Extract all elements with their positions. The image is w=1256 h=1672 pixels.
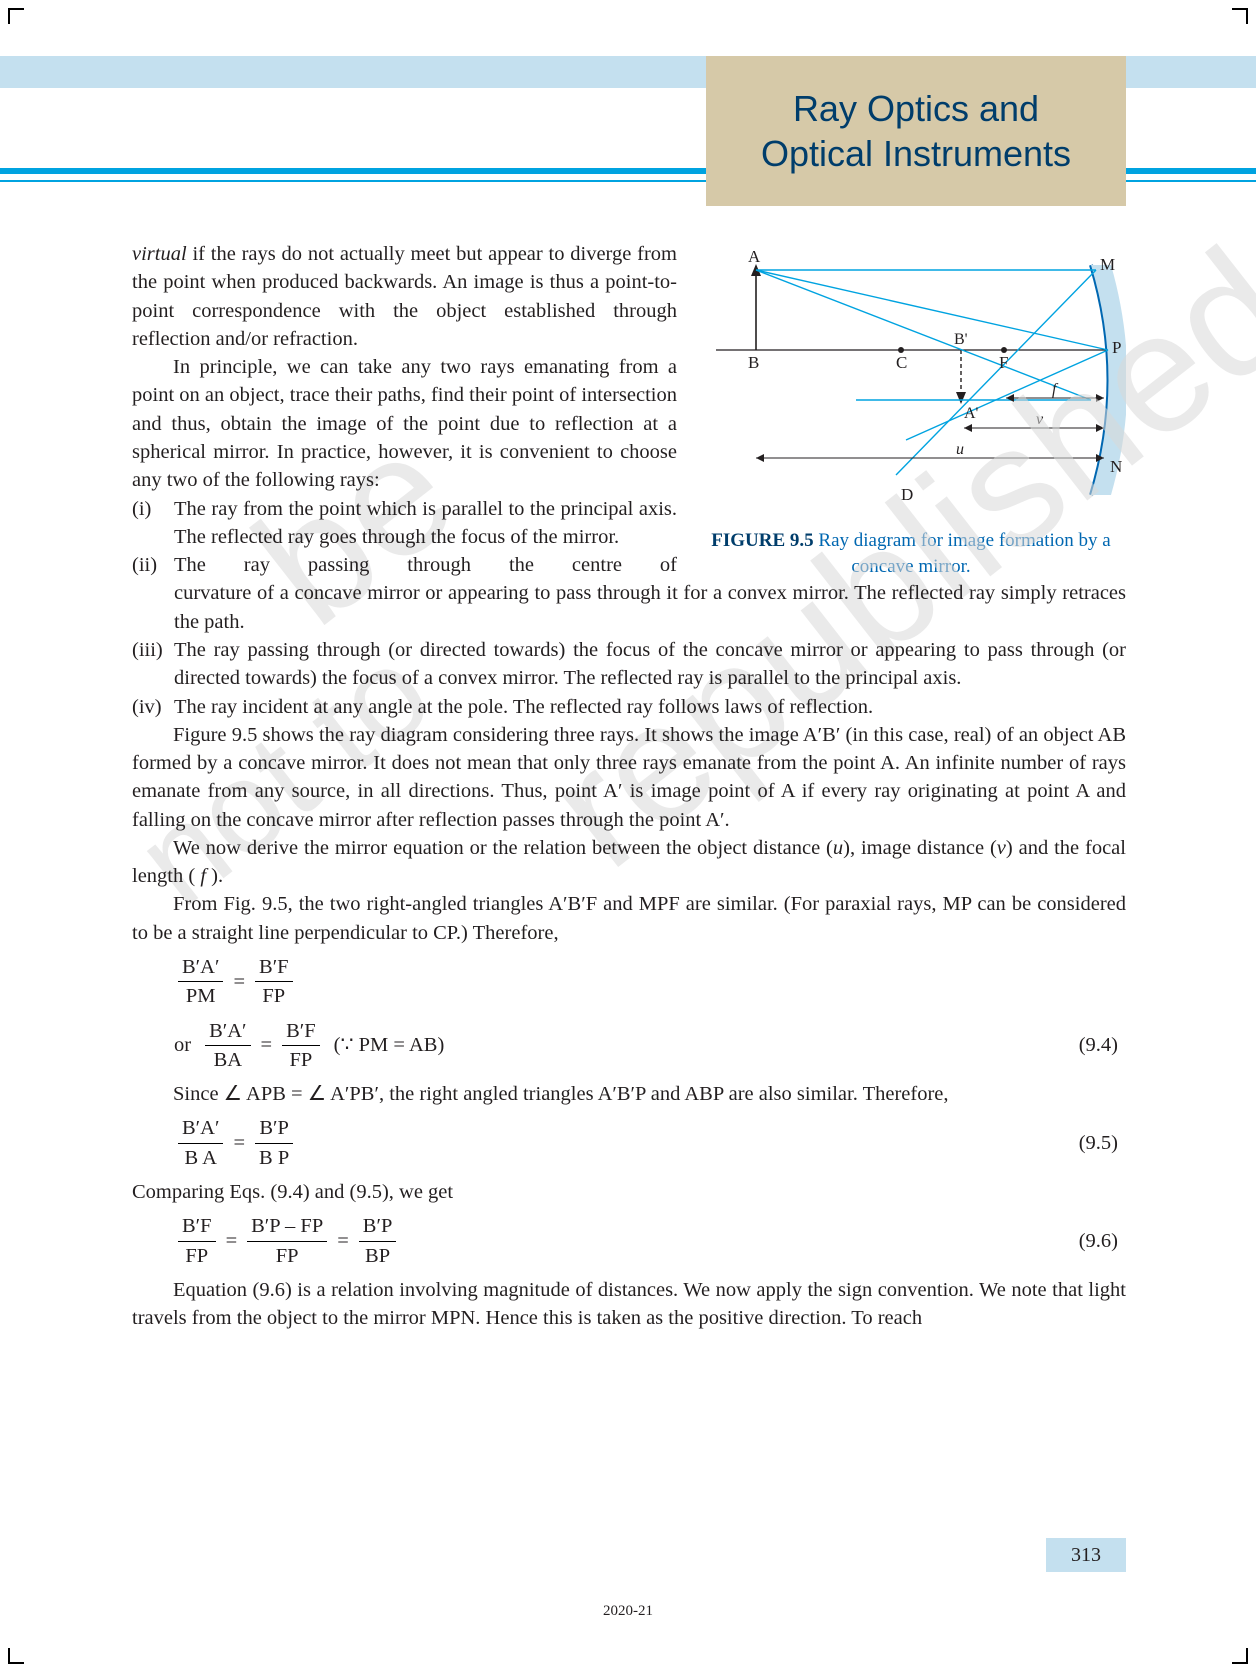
eq4-number: (9.6) <box>1079 1227 1126 1255</box>
footer-year: 2020-21 <box>0 1603 1256 1620</box>
chapter-title-line1: Ray Optics and <box>793 88 1039 129</box>
chapter-title: Ray Optics and Optical Instruments <box>761 86 1071 176</box>
eq1-equals: = <box>233 968 245 996</box>
chapter-title-line2: Optical Instruments <box>761 133 1071 174</box>
list-body-3: The ray passing through (or directed tow… <box>174 636 1126 693</box>
list-body-2a: The ray passing through the centre of <box>174 551 677 579</box>
list-body-1: The ray from the point which is parallel… <box>174 495 677 552</box>
eq4-eq2: = <box>337 1227 349 1255</box>
page-number: 313 <box>1046 1538 1126 1572</box>
eq1-rnum: B′F <box>255 953 293 982</box>
eq2-lnum: B′A′ <box>205 1017 250 1046</box>
para-4: We now derive the mirror equation or the… <box>132 834 1126 891</box>
eq4-a-num: B′F <box>178 1212 216 1241</box>
eq3-lnum: B′A′ <box>178 1114 223 1143</box>
para-3: Figure 9.5 shows the ray diagram conside… <box>132 721 1126 834</box>
para-8: Equation (9.6) is a relation involving m… <box>132 1276 1126 1333</box>
equation-2: or B′A′BA = B′FFP (∵ PM = AB) (9.4) <box>174 1017 1126 1075</box>
para-5: From Fig. 9.5, the two right-angled tria… <box>132 890 1126 947</box>
list-body-2b: curvature of a concave mirror or appeari… <box>174 579 1126 636</box>
eq4-a-den: FP <box>181 1242 212 1270</box>
eq3-equals: = <box>233 1129 245 1157</box>
list-body-4: The ray incident at any angle at the pol… <box>174 693 1126 721</box>
eq3-rnum: B′P <box>255 1114 293 1143</box>
eq1-lnum: B′A′ <box>178 953 223 982</box>
list-item-4: (iv) The ray incident at any angle at th… <box>132 693 1126 721</box>
eq3-lden: B A <box>180 1144 220 1172</box>
eq4-c-num: B′P <box>359 1212 397 1241</box>
list-marker-3: (iii) <box>132 636 174 693</box>
para-7: Comparing Eqs. (9.4) and (9.5), we get <box>132 1178 1126 1206</box>
crop-mark-tl <box>8 8 24 24</box>
equation-4: B′FFP = B′P – FPFP = B′PBP (9.6) <box>174 1212 1126 1270</box>
eq3-rden: B P <box>255 1144 293 1172</box>
eq4-c-den: BP <box>361 1242 394 1270</box>
list-item-2b: curvature of a concave mirror or appeari… <box>132 579 1126 636</box>
crop-mark-tr <box>1232 8 1248 24</box>
eq4-b-num: B′P – FP <box>247 1212 327 1241</box>
equation-1: B′A′PM = B′FFP <box>174 953 1126 1011</box>
eq2-number: (9.4) <box>1079 1031 1126 1059</box>
eq2-note: (∵ PM = AB) <box>334 1031 445 1059</box>
para-1: virtual if the rays do not actually meet… <box>132 240 677 353</box>
eq1-rden: FP <box>258 982 289 1010</box>
eq2-rden: FP <box>285 1046 316 1074</box>
eq2-prefix: or <box>174 1031 191 1059</box>
eq1-lden: PM <box>182 982 220 1010</box>
chapter-title-box: Ray Optics and Optical Instruments <box>706 56 1126 206</box>
crop-mark-bl <box>8 1648 24 1664</box>
para-2: In principle, we can take any two rays e… <box>132 353 677 494</box>
list-marker-4: (iv) <box>132 693 174 721</box>
list-marker-2b <box>132 579 174 636</box>
equation-3: B′A′B A = B′PB P (9.5) <box>174 1114 1126 1172</box>
crop-mark-br <box>1232 1648 1248 1664</box>
list-marker-1: (i) <box>132 495 174 552</box>
eq4-b-den: FP <box>272 1242 303 1270</box>
eq2-equals: = <box>261 1031 273 1059</box>
eq2-lden: BA <box>210 1046 246 1074</box>
list-item-1: (i) The ray from the point which is para… <box>132 495 677 552</box>
list-item-3: (iii) The ray passing through (or direct… <box>132 636 1126 693</box>
list-marker-2: (ii) <box>132 551 174 579</box>
list-item-2a: (ii) The ray passing through the centre … <box>132 551 677 579</box>
eq4-eq1: = <box>226 1227 238 1255</box>
eq2-rnum: B′F <box>282 1017 320 1046</box>
para-6: Since ∠ APB = ∠ A′PB′, the right angled … <box>132 1080 1126 1108</box>
eq3-number: (9.5) <box>1079 1129 1126 1157</box>
